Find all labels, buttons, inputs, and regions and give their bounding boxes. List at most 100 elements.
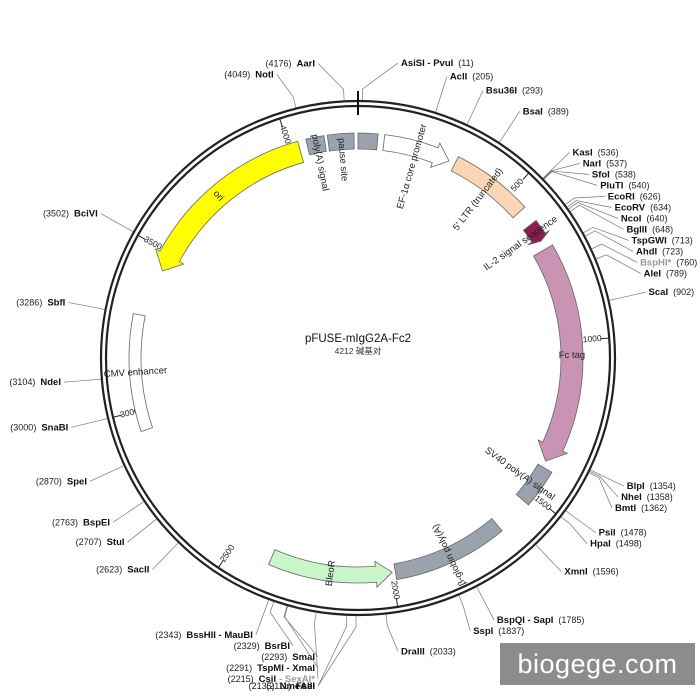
site-position: (11) — [458, 58, 473, 68]
site-name: AarI — [297, 58, 315, 69]
backbone-inner-circle — [104, 104, 612, 612]
site-leader-line — [317, 615, 348, 687]
site-label: BglII (648) — [626, 224, 673, 235]
ruler-tick — [137, 234, 147, 241]
site-position: (2033) — [430, 646, 456, 656]
site-name: NheI — [621, 492, 642, 503]
feature-label: pause site — [335, 138, 349, 182]
site-leader-line — [100, 213, 134, 232]
site-label: KasI (536) — [573, 147, 619, 158]
site-position: (538) — [615, 169, 636, 179]
site-leader-line — [317, 63, 345, 101]
site-position: (1837) — [498, 626, 524, 636]
site-name: BssHII - MauBI — [186, 630, 253, 641]
feature-fc-tag — [532, 244, 584, 462]
site-leader-line — [570, 204, 624, 230]
site-leader-line — [568, 202, 618, 219]
site-label: (2291) TspMI - XmaI — [226, 663, 315, 674]
site-name: PluTI — [600, 180, 623, 191]
site-position: (2329) — [234, 641, 260, 651]
site-name: AleI — [644, 268, 661, 279]
site-leader-line — [63, 378, 101, 383]
site-name: AclI — [450, 72, 467, 83]
site-label: (4049) NotI — [224, 69, 273, 80]
site-name: NcoI — [621, 213, 642, 224]
site-name: EcoRI — [608, 191, 635, 202]
site-label: (2763) BspEI — [52, 517, 110, 528]
plasmid-length: 4212 碱基对 — [335, 346, 382, 356]
site-name: AsiSI - PvuI — [401, 58, 453, 69]
site-position: (626) — [640, 191, 661, 201]
site-position: (713) — [672, 235, 693, 245]
site-name: SspI — [473, 626, 493, 637]
site-leader-line — [255, 599, 270, 635]
site-leader-line — [127, 518, 157, 543]
site-position: (3502) — [43, 209, 69, 219]
feature-ef-1-core-promoter — [382, 134, 450, 169]
site-name: ScaI — [649, 287, 669, 298]
site-position: (648) — [652, 224, 673, 234]
feature--globin-poly-a- — [393, 517, 503, 581]
restriction-sites: AsiSI - PvuI (11) AclI (205) Bsu36I (293) BsaI… — [9, 58, 697, 692]
site-position: (540) — [628, 180, 649, 190]
site-label: (3104) NdeI — [9, 377, 61, 388]
ruler-tick-label: 2000 — [389, 580, 402, 601]
site-position: (2623) — [96, 565, 122, 575]
site-name: SacII — [127, 565, 149, 576]
site-label: AclI (205) — [450, 72, 493, 83]
feature-ori — [154, 140, 305, 272]
site-leader-line — [542, 152, 570, 179]
site-leader-line — [596, 254, 641, 274]
ruler-tick — [112, 414, 122, 418]
site-label: (2329) BsrBI — [234, 641, 290, 652]
site-label: SspI (1837) — [473, 626, 524, 637]
site-position: (205) — [472, 72, 493, 82]
site-leader-line — [283, 605, 319, 657]
site-label: PluTI (540) — [600, 180, 649, 191]
site-leader-line — [590, 469, 624, 487]
site-label: ScaI (902) — [649, 287, 695, 298]
site-label: (4176) AarI — [266, 58, 316, 69]
site-label: (2135) NmeAIII — [249, 681, 315, 692]
site-position: (537) — [606, 158, 627, 168]
site-name: SmaI — [292, 652, 315, 663]
site-leader-line — [543, 163, 580, 179]
site-position: (293) — [522, 86, 543, 96]
site-position: (4049) — [224, 69, 250, 79]
feature-label: BleoR — [324, 560, 338, 587]
site-name: Bsu36I — [486, 86, 517, 97]
ruler-tick — [217, 559, 224, 568]
site-label: NcoI (640) — [621, 213, 668, 224]
site-label: (3286) SbfI — [16, 297, 65, 308]
site-name: XmnI — [564, 567, 587, 578]
site-position: (3286) — [16, 297, 42, 307]
site-leader-line — [435, 76, 448, 113]
site-leader-line — [152, 542, 179, 570]
site-name: BspQI - SapI — [497, 615, 553, 626]
site-name: BglII — [626, 224, 647, 235]
site-label: EcoRI (626) — [608, 191, 661, 202]
site-leader-line — [276, 74, 297, 108]
site-name: DraIII — [401, 646, 425, 657]
site-position: (3104) — [9, 377, 35, 387]
site-label: NarI (537) — [583, 158, 628, 169]
site-name: EcoRV — [615, 202, 646, 213]
site-position: (2870) — [36, 476, 62, 486]
site-label: (2707) StuI — [76, 537, 125, 548]
site-position: (789) — [666, 268, 687, 278]
site-name: SbfI — [47, 297, 65, 308]
site-label: Bsu36I (293) — [486, 86, 543, 97]
site-name: SnaBI — [41, 422, 68, 433]
site-position: (389) — [548, 106, 569, 116]
site-position: (723) — [662, 246, 683, 256]
site-position: (2763) — [52, 517, 78, 527]
site-name: KasI — [573, 147, 593, 158]
site-leader-line — [499, 111, 521, 143]
site-position: (1596) — [593, 567, 619, 577]
site-name: TspMI - XmaI — [257, 663, 315, 674]
site-name: BciVI — [74, 209, 98, 220]
ruler-tick-label: 1000 — [582, 333, 602, 344]
site-leader-line — [269, 601, 294, 646]
site-position: (634) — [650, 202, 671, 212]
